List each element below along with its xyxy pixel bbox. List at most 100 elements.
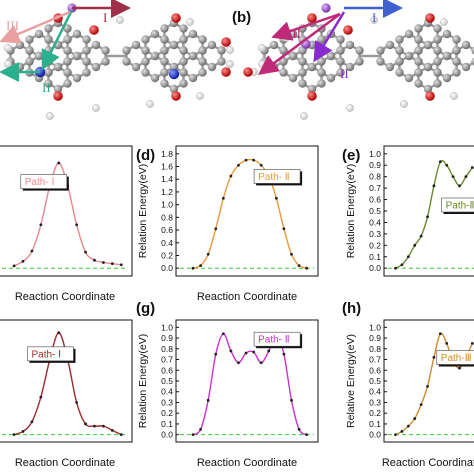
data-point: [12, 264, 16, 268]
hydrogen-atom: [300, 112, 308, 120]
data-point: [259, 163, 263, 167]
data-point: [237, 361, 240, 365]
y-tick-label: 0.2: [161, 250, 173, 260]
hydrogen-atom: [400, 100, 408, 108]
hydrogen-atom: [146, 100, 154, 108]
adsorption-arrows-a: I II III: [0, 0, 131, 95]
panel-label-g: (g): [136, 300, 155, 317]
data-point: [426, 215, 429, 219]
data-point: [470, 342, 474, 345]
data-point: [438, 160, 442, 164]
data-point: [93, 258, 96, 262]
carbon-atom: [376, 46, 385, 55]
data-point: [458, 366, 461, 370]
data-point: [102, 261, 105, 264]
label-I-b: I: [372, 10, 376, 25]
y-tick-label: 1.4: [161, 174, 173, 184]
data-point: [199, 427, 203, 431]
annotation-box: [436, 350, 474, 365]
y-tick-label: 0.3: [369, 229, 381, 239]
hydrogen-atom: [226, 60, 234, 68]
y-tick-label: 0.8: [161, 212, 173, 222]
data-point: [244, 158, 248, 162]
carbon-atom: [471, 46, 474, 55]
carbon-atom: [160, 79, 169, 88]
data-point: [39, 223, 43, 227]
carbon-atom: [336, 46, 345, 55]
carbon-atom: [179, 24, 188, 33]
data-point: [297, 427, 301, 431]
carbon-atom: [269, 40, 279, 50]
carbon-atom: [288, 73, 298, 83]
carbon-atom: [198, 46, 207, 55]
carbon-atom: [101, 46, 110, 55]
carbon-atom: [179, 68, 188, 77]
data-point: [305, 266, 309, 270]
data-point: [413, 417, 417, 420]
oxygen-atom: [53, 91, 63, 101]
hydrogen-atom: [116, 16, 124, 24]
carbon-atom: [442, 73, 452, 83]
oxygen-atom: [171, 91, 181, 101]
carbon-atom: [279, 68, 288, 77]
label-II-a: II: [42, 80, 51, 95]
y-tick-label: 0.6: [369, 365, 381, 375]
carbon-atom: [423, 62, 433, 72]
carbon-atom: [198, 68, 207, 77]
y-tick-label: 0.5: [161, 376, 173, 386]
carbon-atom: [150, 73, 160, 83]
data-point: [206, 252, 210, 256]
series-line: [192, 158, 307, 269]
carbon-atom: [442, 51, 452, 61]
carbon-atom: [72, 51, 82, 61]
carbon-atom: [72, 73, 82, 83]
chart-h: 0.00.10.20.30.40.50.60.70.80.91.0 Relativ…: [345, 319, 474, 469]
y-tick-label: 0.0: [369, 430, 381, 440]
data-point: [419, 234, 423, 238]
panel-label-d: (d): [136, 147, 155, 164]
carbon-atom: [188, 73, 198, 83]
carbon-atom: [433, 68, 442, 77]
carbon-atom: [414, 24, 423, 33]
carbon-atom: [461, 40, 471, 50]
data-point: [419, 403, 423, 407]
data-point: [470, 166, 474, 169]
carbon-atom: [317, 68, 326, 77]
data-point: [394, 433, 397, 437]
carbon-atom: [279, 57, 288, 66]
carbon-atom: [298, 79, 307, 88]
carbon-atom: [25, 57, 34, 66]
y-tick-label: 1.0: [161, 200, 173, 210]
data-point: [445, 342, 449, 345]
carbon-atom: [34, 29, 44, 39]
x-axis-label: Reaction Coordinate: [15, 291, 115, 303]
data-point: [400, 263, 404, 267]
path-annotation: Path-Ⅲ: [441, 353, 472, 364]
data-point: [237, 163, 240, 167]
x-axis-label: Reaction Coordinate: [15, 457, 115, 469]
data-point: [400, 430, 404, 433]
carbon-atom: [160, 46, 169, 55]
y-tick-label: 0.6: [369, 195, 381, 205]
carbon-atom: [423, 84, 433, 94]
y-tick-label: 0.1: [161, 419, 173, 429]
carbon-atom: [336, 57, 345, 66]
data-point: [290, 252, 293, 256]
data-point: [75, 401, 79, 404]
data-point: [214, 227, 218, 231]
oxygen-atom: [307, 91, 317, 101]
path-annotation: Path- Ⅱ: [258, 335, 290, 346]
carbon-atom: [63, 68, 72, 77]
hydrogen-atom: [258, 60, 266, 68]
data-point: [206, 398, 210, 402]
hydrogen-atom: [440, 18, 448, 26]
carbon-atom: [336, 68, 345, 77]
hydrogen-atom: [46, 112, 54, 120]
data-point: [458, 184, 461, 188]
label-III-a: III: [6, 18, 19, 33]
carbon-atom: [91, 62, 101, 72]
carbon-atom: [395, 68, 404, 77]
data-point: [191, 266, 195, 270]
hydrogen-atom: [186, 18, 194, 26]
